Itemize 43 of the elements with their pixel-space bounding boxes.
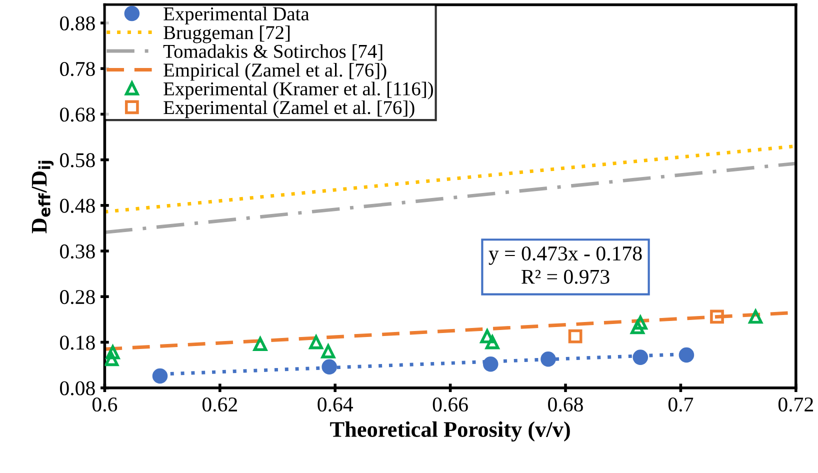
- point: [152, 368, 168, 384]
- point: [106, 345, 120, 360]
- x-tick-label: 0.66: [432, 397, 468, 412]
- y-tick-label: 0.88: [60, 16, 95, 30]
- y-axis-title: D$_{eff}$/D$_{ij}$: [32, 160, 54, 234]
- legend-label: Experimental Data: [164, 6, 310, 24]
- point: [632, 350, 648, 365]
- point: [568, 329, 582, 344]
- legend-label: Experimental (Kramer et al. [116]): [164, 82, 434, 100]
- point: [748, 310, 763, 324]
- annotation: y = 0.473x - 0.178 R² = 0.973: [488, 246, 642, 284]
- y-tick-label: 0.48: [60, 198, 95, 213]
- point: [253, 337, 268, 352]
- point: [482, 356, 498, 372]
- x-tick-label: 0.72: [778, 397, 813, 412]
- x-axis-title: Theoretical Porosity (v/v): [330, 421, 570, 442]
- y-tick-label: 0.58: [60, 153, 95, 168]
- point: [104, 352, 119, 366]
- y-tick-label: 0.38: [60, 244, 95, 259]
- point: [633, 316, 648, 330]
- point: [309, 335, 324, 350]
- y-tick-label: 0.08: [60, 381, 95, 396]
- legend-label: Bruggeman [72]: [164, 26, 290, 44]
- point: [485, 335, 500, 350]
- x-tick-label: 0.68: [548, 397, 583, 412]
- x-tick-label: 0.6: [92, 397, 118, 412]
- x-tick-label: 0.7: [668, 397, 694, 412]
- point: [678, 347, 694, 363]
- y-tick-label: 0.78: [60, 62, 95, 76]
- point: [480, 329, 494, 344]
- y-tick-label: 0.28: [60, 290, 95, 304]
- x-tick-label: 0.64: [318, 397, 354, 412]
- point: [321, 344, 336, 358]
- legend-label: Experimental (Zamel et al. [76]): [164, 100, 414, 118]
- legend-label: Tomadakis & Sotirchos [74]: [163, 44, 382, 60]
- point: [540, 351, 556, 367]
- x-tick-label: 0.62: [202, 397, 237, 412]
- y-tick-label: 0.18: [60, 336, 95, 350]
- point: [710, 310, 724, 324]
- y-tick-label: 0.68: [60, 108, 95, 122]
- point: [322, 359, 337, 375]
- legend-label: Empirical (Zamel et al. [76]): [164, 63, 386, 81]
- point: [630, 320, 644, 334]
